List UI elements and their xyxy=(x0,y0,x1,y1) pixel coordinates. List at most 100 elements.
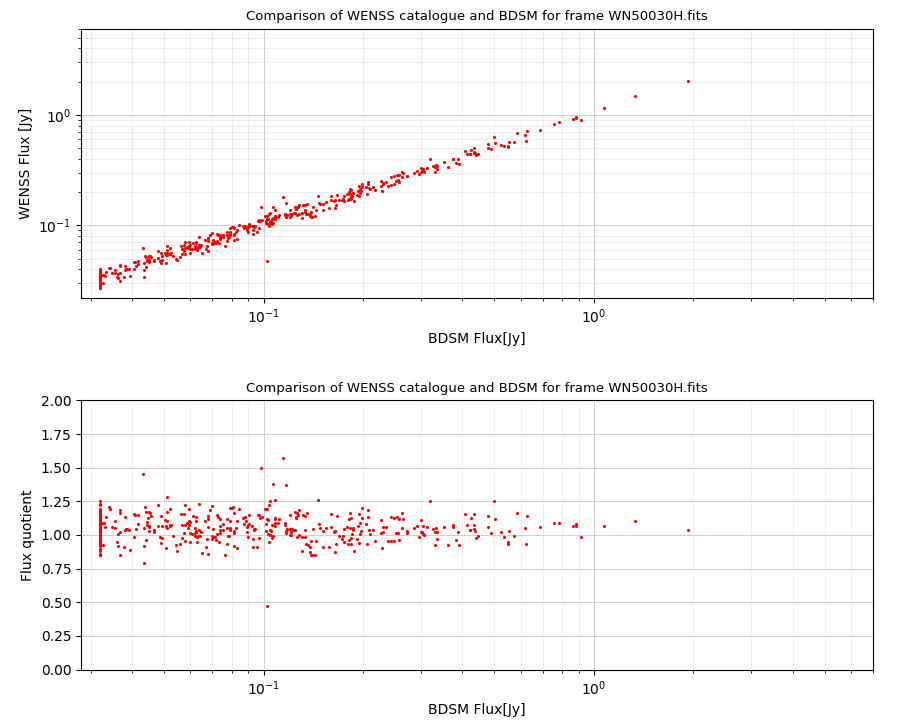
Point xyxy=(229,522,243,534)
Point xyxy=(279,527,293,539)
Point xyxy=(111,528,125,540)
Point xyxy=(351,185,365,197)
Point xyxy=(96,277,111,289)
Point xyxy=(266,519,281,531)
Point xyxy=(379,521,393,533)
Point xyxy=(547,517,562,528)
Point xyxy=(176,508,191,520)
Point xyxy=(340,521,355,533)
Point xyxy=(488,137,502,148)
Point xyxy=(361,176,375,188)
Point xyxy=(93,524,107,536)
Point xyxy=(429,526,444,538)
Point xyxy=(215,230,230,241)
Point xyxy=(93,271,107,283)
Point xyxy=(313,198,328,210)
Point xyxy=(255,511,269,523)
Point xyxy=(93,282,107,294)
Point xyxy=(302,208,316,220)
Point xyxy=(93,276,107,287)
Point xyxy=(460,519,474,531)
Point xyxy=(261,514,275,526)
Point xyxy=(342,184,356,195)
Point xyxy=(178,248,193,260)
Point xyxy=(154,510,168,522)
Point xyxy=(212,234,227,246)
Point xyxy=(220,232,235,243)
Point xyxy=(117,271,131,282)
Point xyxy=(417,529,431,541)
Point xyxy=(289,512,303,523)
Point xyxy=(355,178,369,189)
Point xyxy=(93,507,107,518)
Point xyxy=(451,526,465,538)
Point xyxy=(191,242,205,253)
Point xyxy=(268,210,283,222)
Point xyxy=(324,190,338,202)
Point xyxy=(139,261,153,272)
Point xyxy=(240,226,255,238)
Point xyxy=(184,528,199,540)
Point xyxy=(292,199,307,211)
Point xyxy=(207,531,221,543)
Point xyxy=(290,531,304,543)
Point xyxy=(194,547,209,559)
Y-axis label: Flux quotient: Flux quotient xyxy=(21,489,35,581)
Point xyxy=(159,506,174,518)
Point xyxy=(299,538,313,549)
Point xyxy=(204,237,219,248)
Point xyxy=(93,270,107,282)
Point xyxy=(191,531,205,542)
Point xyxy=(237,518,251,530)
Point xyxy=(429,163,444,175)
Point xyxy=(93,269,107,281)
Point xyxy=(468,148,482,159)
Point xyxy=(182,240,196,251)
Point xyxy=(93,531,107,542)
Point xyxy=(93,269,107,281)
Point xyxy=(201,534,215,545)
Point xyxy=(261,499,275,510)
Point xyxy=(182,503,196,515)
Point xyxy=(244,520,258,531)
Point xyxy=(139,534,153,546)
Point xyxy=(533,521,547,533)
Point xyxy=(290,201,304,212)
Point xyxy=(163,503,177,515)
Point xyxy=(127,264,141,275)
Point xyxy=(460,148,474,160)
Point xyxy=(230,224,244,235)
Point xyxy=(263,217,277,229)
Point xyxy=(239,521,254,533)
Point xyxy=(181,241,195,253)
Point xyxy=(387,170,401,181)
Point xyxy=(93,516,107,527)
Point xyxy=(93,521,107,532)
Point xyxy=(346,523,360,534)
Point xyxy=(210,228,224,240)
Point xyxy=(247,523,261,534)
Point xyxy=(259,255,274,266)
Point xyxy=(205,500,220,512)
Point xyxy=(265,525,279,536)
Point xyxy=(126,256,140,268)
Point xyxy=(283,509,297,521)
Point xyxy=(267,213,282,225)
Point xyxy=(279,197,293,209)
Point xyxy=(128,256,142,267)
Point xyxy=(192,231,206,243)
Point xyxy=(93,272,107,284)
Point xyxy=(342,508,356,519)
Point xyxy=(239,222,254,234)
Point xyxy=(359,518,374,530)
Point xyxy=(268,513,283,525)
Point xyxy=(347,545,362,557)
Point xyxy=(440,539,454,551)
Point xyxy=(266,217,280,229)
Point xyxy=(246,228,260,239)
Point xyxy=(240,531,255,543)
Point xyxy=(182,236,196,248)
Point xyxy=(210,509,224,521)
Point xyxy=(265,215,279,227)
Point xyxy=(93,510,107,522)
